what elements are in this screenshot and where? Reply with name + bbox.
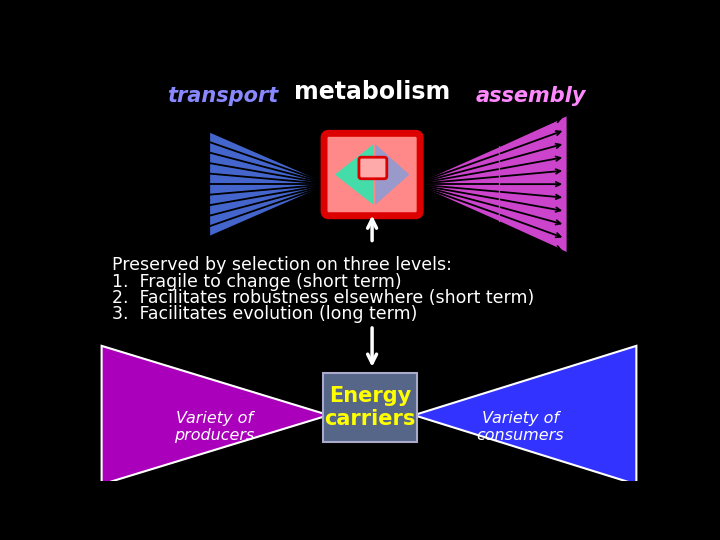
Text: Variety of
consumers: Variety of consumers: [477, 410, 564, 443]
Polygon shape: [102, 346, 329, 484]
FancyBboxPatch shape: [323, 373, 417, 442]
Polygon shape: [335, 144, 374, 205]
Polygon shape: [375, 144, 409, 205]
FancyBboxPatch shape: [324, 133, 420, 215]
Text: 2.  Facilitates robustness elsewhere (short term): 2. Facilitates robustness elsewhere (sho…: [112, 289, 534, 307]
Text: Preserved by selection on three levels:: Preserved by selection on three levels:: [112, 256, 451, 274]
Text: Variety of
producers: Variety of producers: [174, 410, 254, 443]
Polygon shape: [414, 117, 567, 252]
Text: 3.  Facilitates evolution (long term): 3. Facilitates evolution (long term): [112, 305, 417, 323]
Polygon shape: [414, 346, 636, 484]
Text: transport: transport: [168, 86, 279, 106]
FancyBboxPatch shape: [359, 157, 387, 179]
Polygon shape: [210, 132, 330, 237]
Text: assembly: assembly: [475, 86, 586, 106]
Text: 1.  Fragile to change (short term): 1. Fragile to change (short term): [112, 273, 401, 291]
Text: Energy
carriers: Energy carriers: [324, 386, 415, 429]
Text: metabolism: metabolism: [294, 80, 450, 104]
